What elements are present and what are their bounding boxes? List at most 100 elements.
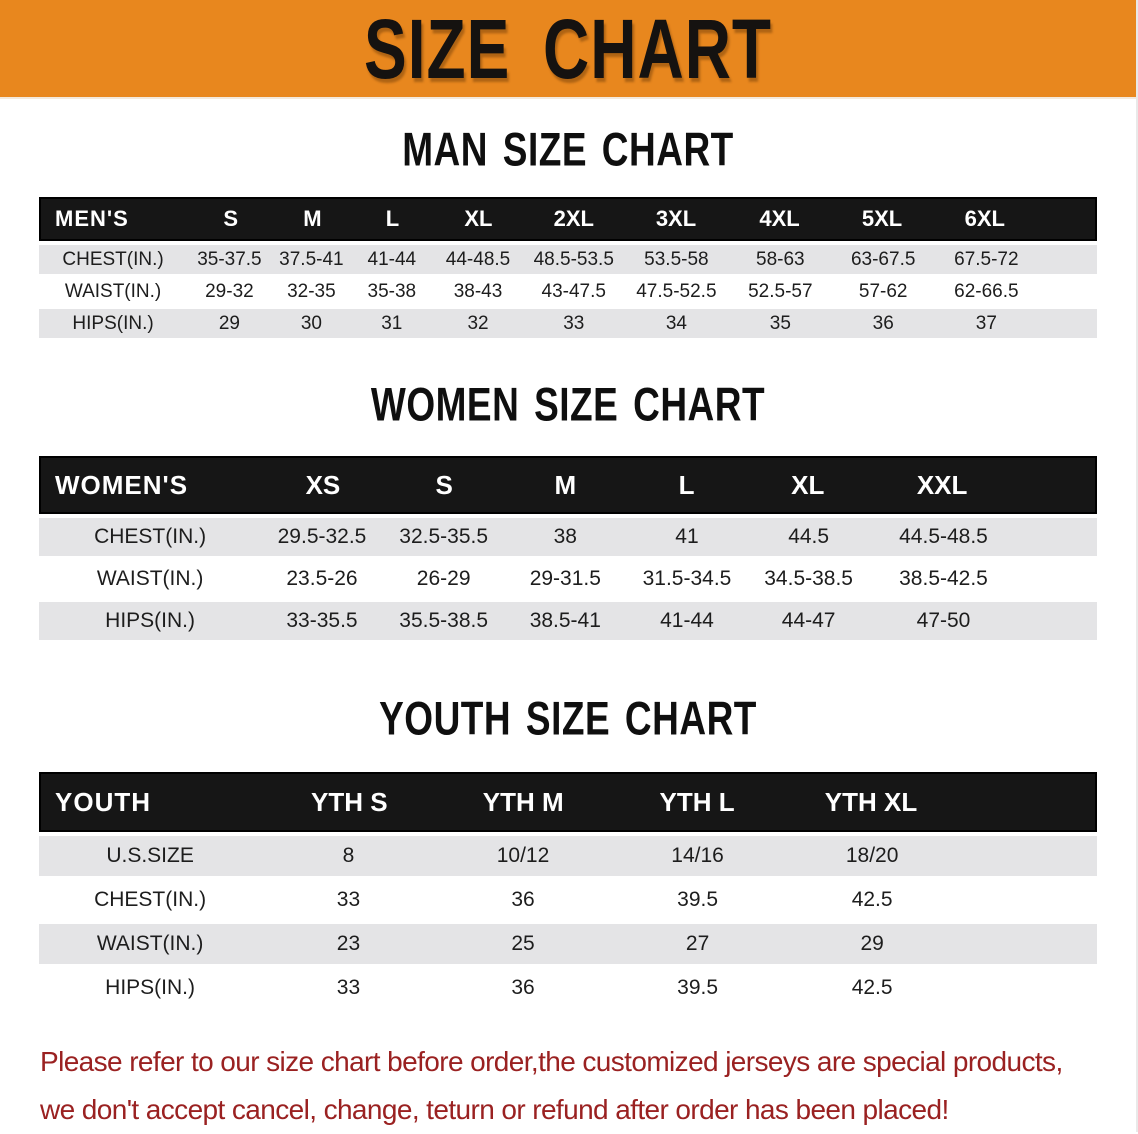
- footer-line-1: Please refer to our size chart before or…: [40, 1046, 1063, 1077]
- size-value: 39.5: [677, 888, 719, 911]
- row-label: WAIST(IN.): [64, 280, 162, 302]
- size-value: 34: [665, 312, 687, 334]
- size-value: 44.5: [788, 525, 830, 548]
- size-value: 29.5-32.5: [277, 525, 367, 548]
- size-value: 38: [553, 525, 577, 548]
- size-value: 10/12: [496, 844, 550, 867]
- banner-title: SIZE CHART: [364, 0, 772, 97]
- women-section-heading: WOMEN SIZE CHART: [0, 338, 1136, 456]
- size-value: 52.5-57: [748, 280, 813, 302]
- size-column-header: M: [554, 469, 577, 500]
- size-value: 27: [685, 932, 710, 955]
- men-size-table: MEN'S S M L XL 2XL 3XL 4XL 5XL 6XL CHEST(IN.) 35-37…: [39, 197, 1097, 338]
- size-value: 41-44: [660, 609, 714, 632]
- size-value: 41-44: [367, 248, 417, 270]
- women-table-row: CHEST(IN.) 29.5-32.5 32.5-35.5 38 41 44.5 44.5…: [39, 518, 1097, 556]
- footer-note: Please refer to our size chart before or…: [0, 1038, 1136, 1134]
- size-value: 36: [511, 976, 535, 999]
- size-value: 35-37.5: [197, 248, 262, 270]
- size-value: 35-38: [367, 280, 417, 302]
- section-men: MAN SIZE CHART MEN'S S M L XL 2XL 3XL 4XL 5XL 6XL…: [0, 99, 1136, 338]
- size-value: 30: [300, 312, 322, 334]
- size-value: 58-63: [756, 248, 805, 270]
- size-value: 37.5-41: [279, 248, 344, 270]
- size-value: 31: [381, 312, 403, 334]
- size-value: 31.5-34.5: [642, 567, 732, 590]
- section-youth: YOUTH SIZE CHART YOUTH YTH S YTH M YTH L YTH…: [0, 640, 1136, 1008]
- men-table-row: HIPS(IN.) 29 30 31 32 33 34 35 36 37: [39, 309, 1097, 338]
- women-table-header-row: WOMEN'S XS S M L XL XXL: [39, 456, 1097, 514]
- women-table-title: WOMEN'S: [55, 469, 189, 500]
- size-column-header: S: [223, 206, 239, 231]
- size-value: 38-43: [453, 280, 503, 302]
- footer-line-2: we don't accept cancel, change, teturn o…: [40, 1094, 949, 1125]
- row-label: CHEST(IN.): [94, 888, 207, 911]
- size-column-header: M: [303, 206, 322, 231]
- section-women: WOMEN SIZE CHART WOMEN'S XS S M L XL XXL CHEST(…: [0, 338, 1136, 640]
- youth-size-table: YOUTH YTH S YTH M YTH L YTH XL U.S.SIZE 8 10/12…: [39, 772, 1097, 1008]
- size-value: 48.5-53.5: [533, 248, 614, 270]
- size-column-header: 3XL: [655, 206, 697, 231]
- size-value: 36: [511, 888, 535, 911]
- size-value: 57-62: [858, 280, 908, 302]
- size-value: 25: [511, 932, 535, 955]
- size-value: 42.5: [851, 888, 893, 911]
- row-label: WAIST(IN.): [96, 567, 204, 590]
- men-table-row: WAIST(IN.) 29-32 32-35 35-38 38-43 43-47.5 47.…: [39, 277, 1097, 306]
- size-column-header: 4XL: [759, 206, 800, 231]
- size-value: 35: [769, 312, 791, 334]
- size-value: 47.5-52.5: [636, 280, 717, 302]
- size-value: 33: [336, 888, 361, 911]
- youth-table-row: WAIST(IN.) 23 25 27 29: [39, 924, 1097, 964]
- size-value: 29-31.5: [529, 567, 601, 590]
- row-label: HIPS(IN.): [105, 609, 195, 632]
- row-label: WAIST(IN.): [96, 932, 204, 955]
- row-label: HIPS(IN.): [72, 312, 154, 334]
- youth-section-heading-text: YOUTH SIZE CHART: [379, 692, 757, 745]
- size-value: 23: [336, 932, 361, 955]
- men-table-header-row: MEN'S S M L XL 2XL 3XL 4XL 5XL 6XL: [39, 197, 1097, 241]
- size-value: 32-35: [287, 280, 336, 302]
- size-column-header: XXL: [916, 469, 968, 500]
- size-column-header: YTH S: [310, 786, 388, 817]
- men-table-title: MEN'S: [55, 206, 129, 231]
- size-value: 38.5-41: [529, 609, 601, 632]
- size-value: 42.5: [851, 976, 893, 999]
- size-value: 29-32: [205, 280, 254, 302]
- size-value: 39.5: [677, 976, 719, 999]
- women-table-row: HIPS(IN.) 33-35.5 35.5-38.5 38.5-41 41-44 44-…: [39, 602, 1097, 640]
- size-column-header: YTH XL: [824, 786, 918, 817]
- women-table-row: WAIST(IN.) 23.5-26 26-29 29-31.5 31.5-34.5 34…: [39, 560, 1097, 598]
- youth-section-heading: YOUTH SIZE CHART: [0, 640, 1136, 772]
- size-value: 8: [342, 844, 355, 867]
- size-value: 53.5-58: [644, 248, 709, 270]
- size-value: 33: [336, 976, 361, 999]
- size-value: 47-50: [916, 609, 971, 632]
- size-column-header: YTH L: [659, 786, 735, 817]
- size-value: 62-66.5: [954, 280, 1019, 302]
- men-table-row: CHEST(IN.) 35-37.5 37.5-41 41-44 44-48.5 48.5…: [39, 245, 1097, 274]
- size-value: 29: [218, 312, 240, 334]
- size-value: 26-29: [416, 567, 471, 590]
- size-value: 36: [872, 312, 894, 334]
- youth-table-title: YOUTH: [55, 786, 151, 817]
- size-value: 33: [563, 312, 585, 334]
- size-column-header: 2XL: [553, 206, 594, 231]
- row-label: HIPS(IN.): [105, 976, 195, 999]
- size-value: 44.5-48.5: [899, 525, 988, 548]
- size-value: 14/16: [671, 844, 724, 867]
- women-size-table: WOMEN'S XS S M L XL XXL CHEST(IN.) 29.5-32.5 32.5…: [39, 456, 1097, 640]
- size-value: 37: [975, 312, 997, 334]
- women-section-heading-text: WOMEN SIZE CHART: [370, 378, 766, 431]
- size-value: 33-35.5: [286, 609, 358, 632]
- size-value: 23.5-26: [286, 567, 358, 590]
- size-column-header: XL: [791, 469, 825, 500]
- size-value: 63-67.5: [850, 248, 916, 270]
- banner: SIZE CHART: [0, 0, 1136, 99]
- size-column-header: 6XL: [964, 206, 1005, 231]
- size-value: 32: [467, 312, 489, 334]
- size-column-header: XS: [305, 469, 341, 500]
- size-value: 35.5-38.5: [399, 609, 489, 632]
- size-value: 38.5-42.5: [899, 567, 988, 590]
- size-value: 34.5-38.5: [764, 567, 853, 590]
